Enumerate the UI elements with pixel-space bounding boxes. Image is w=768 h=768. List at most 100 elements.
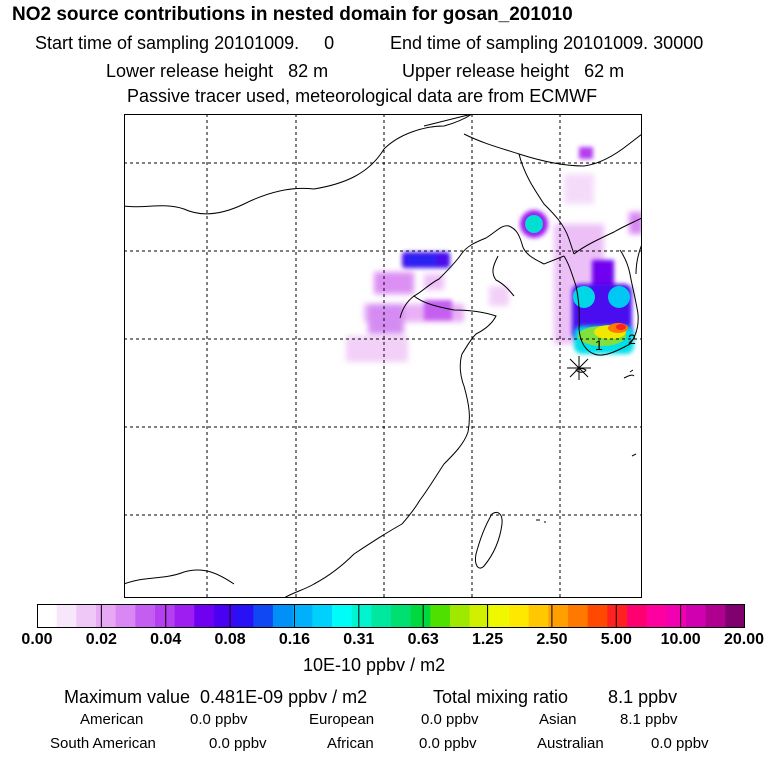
coast-china-south: [283, 523, 403, 598]
colorbar-cell: [391, 604, 412, 628]
colorbar-cell: [253, 604, 274, 628]
plume-faint-west: [346, 336, 408, 362]
colorbar-cell: [587, 604, 608, 628]
colorbar-cell: [450, 604, 471, 628]
colorbar-cell: [686, 604, 707, 628]
plume-max: [616, 324, 626, 330]
colorbar-cell: [233, 604, 254, 628]
region-name-south-american: South American: [50, 735, 156, 752]
coast-bohai: [399, 255, 461, 319]
border-russia: [463, 133, 642, 167]
colorbar-cell: [273, 604, 294, 628]
colorbar-cell: [174, 604, 195, 628]
colorbar-cell: [115, 604, 136, 628]
region-value-south-american: 0.0 ppbv: [209, 735, 267, 752]
release-1-label: 1: [595, 337, 603, 353]
colorbar-tick-label: 2.50: [536, 631, 568, 648]
colorbar-cell: [214, 604, 235, 628]
plume-violet-patch: [424, 300, 452, 320]
coast-korea: [563, 249, 639, 356]
colorbar-cell: [312, 604, 333, 628]
colorbar-cell: [37, 604, 58, 628]
colorbar-tick-label: 5.00: [600, 631, 632, 648]
coastlines: [124, 114, 642, 598]
colorbar-cell: [76, 604, 97, 628]
release-markers: 1 2: [567, 331, 636, 380]
region-value-african: 0.0 ppbv: [419, 735, 477, 752]
start-time-label: Start time of sampling 20101009. 0: [35, 33, 335, 53]
colorbar-cell: [568, 604, 589, 628]
colorbar-cell: [430, 604, 451, 628]
region-value-australian: 0.0 ppbv: [651, 735, 709, 752]
region-value-american: 0.0 ppbv: [190, 711, 248, 728]
colorbar-cell: [548, 604, 569, 628]
region-value-asian: 8.1 ppbv: [620, 711, 678, 728]
colorbar: [37, 604, 745, 628]
colorbar-cell: [194, 604, 215, 628]
coast-liaodong: [459, 225, 565, 265]
end-time-label: End time of sampling 20101009. 30000: [390, 33, 704, 53]
plume-violet-north: [579, 147, 593, 159]
release-2-label: 2: [628, 331, 636, 347]
colorbar-tick-label: 0.63: [407, 631, 439, 648]
region-name-european: European: [309, 711, 375, 728]
colorbar-unit: 10E-10 ppbv / m2: [303, 655, 446, 675]
colorbar-cell: [607, 604, 628, 628]
colorbar-cell: [705, 604, 726, 628]
colorbar-frame: [37, 604, 745, 628]
colorbar-tick-label: 0.31: [343, 631, 375, 648]
receptor-star-icon: [567, 356, 591, 380]
maximum-value: Maximum value 0.481E-09 ppbv / m2: [64, 687, 368, 707]
coast-peninsula: [492, 255, 515, 297]
colorbar-cell: [627, 604, 648, 628]
colorbar-cell: [725, 604, 745, 628]
colorbar-cell: [410, 604, 431, 628]
colorbar-tick-label: 0.08: [214, 631, 246, 648]
plot-title: NO2 source contributions in nested domai…: [12, 4, 573, 25]
colorbar-cell: [351, 604, 372, 628]
border-korea-north: [573, 217, 642, 255]
region-name-american: American: [80, 711, 144, 728]
total-mixing-ratio: Total mixing ratio 8.1 ppbv: [433, 687, 678, 707]
colorbar-tick-label: 0.04: [150, 631, 182, 648]
plume-east-edge: [629, 212, 642, 234]
border-north: [423, 114, 473, 127]
plume-blue-core: [406, 254, 436, 266]
colorbar-tick-label: 0.16: [278, 631, 311, 648]
border-mongolia: [124, 114, 473, 215]
plume-cyan-spot: [525, 215, 543, 233]
colorbar-cell: [96, 604, 117, 628]
region-name-australian: Australian: [537, 735, 604, 752]
upper-release-height: Upper release height 62 m: [402, 61, 625, 81]
plume-faint-manchuria: [564, 174, 594, 204]
tracer-note: Passive tracer used, meteorological data…: [127, 86, 598, 106]
lat-lon-grid: [124, 114, 642, 598]
plume-light-central: [368, 304, 404, 334]
colorbar-tick-label: 20.00: [723, 631, 765, 648]
colorbar-tick-label: 0.02: [85, 631, 117, 648]
border-south: [124, 569, 235, 585]
region-name-african: African: [327, 735, 374, 752]
region-name-asian: Asian: [539, 711, 577, 728]
colorbar-cell: [332, 604, 353, 628]
colorbar-tick-label: 0.00: [21, 631, 53, 648]
colorbar-tick-label: 10.00: [660, 631, 701, 648]
taiwan: [475, 511, 503, 569]
plume-light-north: [374, 272, 414, 294]
colorbar-cell: [371, 604, 392, 628]
small-islands: [536, 369, 637, 523]
region-value-european: 0.0 ppbv: [421, 711, 479, 728]
border-liaoning: [518, 153, 575, 255]
colorbar-cell: [666, 604, 687, 628]
colorbar-cell: [509, 604, 530, 628]
plume-korea-violet: [592, 260, 614, 290]
map-panel: 1 2: [124, 114, 642, 598]
plume-faint-coast: [489, 286, 509, 306]
colorbar-cell: [155, 604, 176, 628]
plume-cyan-east: [608, 286, 630, 308]
colorbar-cell: [56, 604, 77, 628]
colorbar-cell: [135, 604, 156, 628]
colorbar-cell: [292, 604, 313, 628]
coast-china-east: [401, 295, 497, 525]
map-frame: [124, 114, 642, 598]
